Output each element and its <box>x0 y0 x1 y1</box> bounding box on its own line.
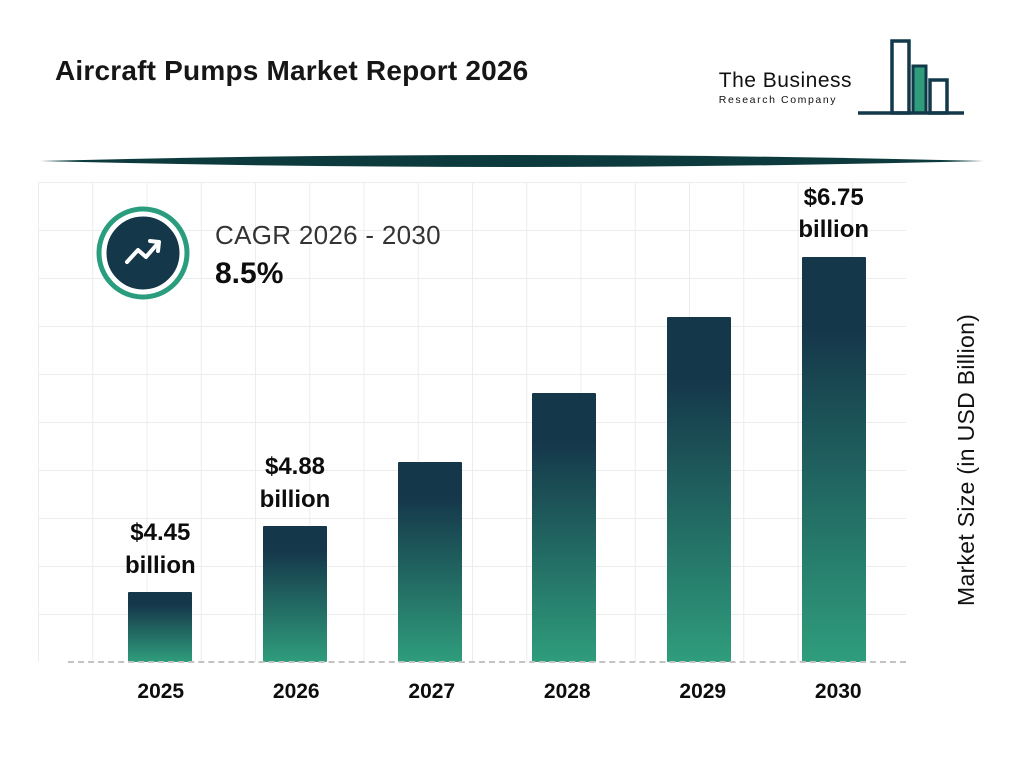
bar-2029 <box>667 317 732 662</box>
x-axis-label-2030: 2030 <box>814 680 862 703</box>
bar-2030 <box>801 256 866 662</box>
bar-slot-2027 <box>362 182 497 662</box>
x-axis-label-2026: 2026 <box>272 680 320 703</box>
x-axis-baseline <box>68 661 906 663</box>
bar-2025 <box>128 592 193 662</box>
bar-slot-2030: $6.75 billion <box>766 182 901 662</box>
logo-name: The Business <box>718 69 852 92</box>
x-axis-labels: 2025 2026 2027 2028 2029 2030 <box>93 680 906 704</box>
cagr-text: CAGR 2026 - 2030 8.5% <box>215 220 441 291</box>
trend-arrow-icon <box>96 206 190 300</box>
bar-slot-2028 <box>497 182 632 662</box>
page-title: Aircraft Pumps Market Report 2026 <box>55 55 529 86</box>
x-axis-label-2025: 2025 <box>137 680 185 703</box>
logo-subtitle: Research Company <box>718 94 838 106</box>
logo-bar-chart-icon <box>858 39 964 115</box>
bars-row: $4.45 billion $4.88 billion $6.75 billion <box>93 182 901 662</box>
bar-2028 <box>532 393 597 662</box>
bar-value-label-2030: $6.75 billion <box>798 184 870 244</box>
section-divider <box>40 155 984 167</box>
x-axis-label-2029: 2029 <box>679 680 727 703</box>
chart-area: CAGR 2026 - 2030 8.5% $4.45 billion $4.88 b… <box>38 182 906 663</box>
bar-2027 <box>397 462 462 662</box>
cagr-icon-wrap <box>96 206 190 305</box>
x-axis-label-2027: 2027 <box>408 680 456 703</box>
bar-slot-2029 <box>632 182 767 662</box>
y-axis-label: Market Size (in USD Billion) <box>953 313 979 607</box>
bar-value-label-2025: $4.45 billion <box>125 519 196 579</box>
bar-slot-2026: $4.88 billion <box>228 182 363 662</box>
bar-2026 <box>263 526 327 662</box>
cagr-block: CAGR 2026 - 2030 8.5% <box>96 206 441 305</box>
cagr-value: 8.5% <box>215 257 284 290</box>
cagr-label: CAGR 2026 - 2030 <box>215 220 441 250</box>
x-axis-label-2028: 2028 <box>543 680 591 703</box>
bar-value-label-2026: $4.88 billion <box>259 453 331 513</box>
logo-text: The Business Research Company <box>719 69 852 120</box>
company-logo: The Business Research Company <box>719 38 966 120</box>
bar-slot-2025: $4.45 billion <box>93 182 228 662</box>
